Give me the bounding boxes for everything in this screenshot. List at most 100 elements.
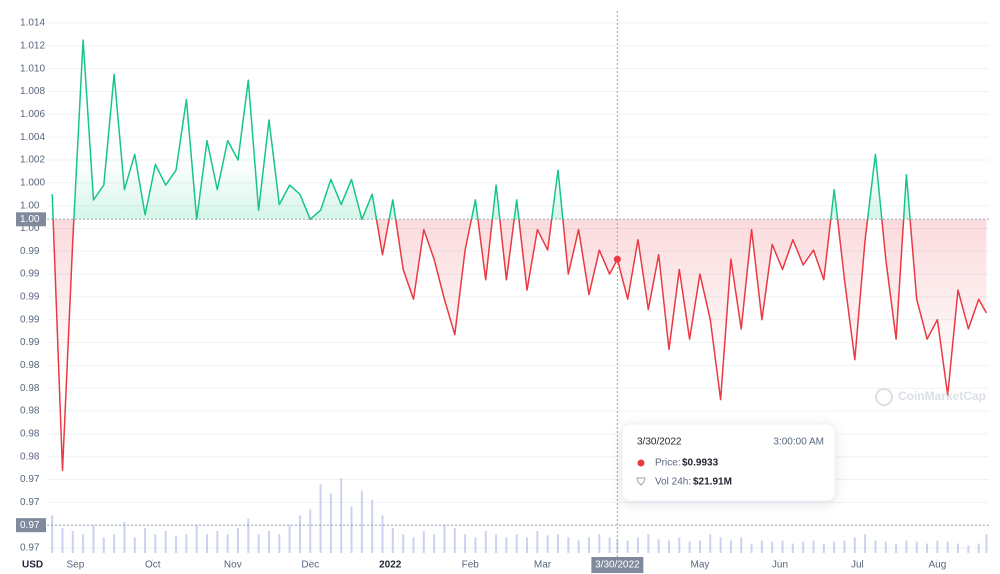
y-tick-label: 0.98 — [20, 406, 40, 417]
volume-bar — [92, 524, 95, 553]
volume-bar — [247, 518, 250, 553]
tooltip-date: 3/30/2022 — [637, 437, 682, 448]
volume-bar — [657, 539, 660, 553]
y-tick-label: 1.006 — [20, 109, 45, 120]
volume-bar — [791, 543, 794, 553]
volume-bar — [781, 540, 784, 553]
volume-bar — [864, 534, 867, 553]
volume-bar — [123, 521, 126, 553]
volume-bar — [598, 534, 601, 553]
volume-bar — [360, 490, 363, 553]
y-tick-label: 0.99 — [20, 292, 40, 303]
volume-bar — [709, 534, 712, 553]
volume-bar — [164, 531, 167, 553]
volume-bar — [760, 540, 763, 553]
y-tick-label: 0.98 — [20, 429, 40, 440]
volume-bar — [412, 537, 415, 553]
x-tick-label: Mar — [534, 560, 552, 571]
y-tick-label: 1.012 — [20, 40, 45, 51]
y-tick-label: 1.010 — [20, 63, 45, 74]
y-tick-label: 1.002 — [20, 155, 45, 166]
volume-bar — [381, 515, 384, 553]
crosshair-y-label-bg — [16, 518, 46, 533]
volume-bar — [185, 534, 188, 553]
volume-bar — [577, 540, 580, 553]
x-tick-label: Jun — [772, 560, 788, 571]
volume-bar — [195, 524, 198, 553]
tooltip-volume: $21.91M — [693, 477, 732, 488]
volume-bar — [843, 540, 846, 553]
volume-bar — [464, 534, 467, 553]
volume-bar — [608, 537, 611, 553]
volume-bar — [319, 484, 322, 553]
price-area — [52, 40, 987, 471]
y-tick-label: 0.98 — [20, 451, 40, 462]
volume-bar — [698, 540, 701, 553]
volume-bar — [546, 535, 549, 553]
volume-bar — [402, 534, 405, 553]
volume-bar — [936, 540, 939, 553]
volume-bar — [113, 534, 116, 553]
crosshair-y-label: 0.97 — [20, 520, 40, 531]
volume-bar — [505, 537, 508, 553]
volume-bar — [288, 524, 291, 553]
volume-bar — [175, 535, 178, 553]
x-tick-label: Sep — [66, 560, 84, 571]
volume-bar — [278, 534, 281, 553]
tooltip-volume-label: Vol 24h: — [655, 477, 691, 488]
y-tick-label: 0.97 — [20, 474, 40, 485]
volume-bar — [688, 541, 691, 553]
volume-bar — [226, 534, 229, 553]
y-tick-label: 1.004 — [20, 132, 45, 143]
volume-bar — [474, 537, 477, 553]
volume-bar — [874, 540, 877, 553]
tooltip-price-dot — [637, 459, 645, 467]
volume-bar — [71, 531, 74, 553]
volume-bar — [216, 531, 219, 553]
volume-bar — [926, 543, 929, 553]
volume-bar — [647, 534, 650, 553]
y-tick-label: 0.98 — [20, 360, 40, 371]
volume-bar — [82, 534, 85, 553]
volume-bar — [443, 524, 446, 553]
tooltip-price-label: Price: — [655, 458, 681, 469]
tooltip: 3/30/2022 3:00:00 AM Price: $0.9933 Vol 24h:… — [621, 423, 836, 502]
tooltip-volume-icon — [636, 477, 646, 486]
volume-bar — [587, 537, 590, 553]
volume-bar — [977, 543, 980, 553]
price-line — [51, 39, 988, 472]
y-tick-label: 1.014 — [20, 18, 45, 29]
volume-bar — [729, 540, 732, 553]
x-tick-label: Aug — [928, 560, 946, 571]
x-tick-label: Nov — [224, 560, 242, 571]
volume-bar — [340, 478, 343, 553]
y-tick-label: 1.000 — [20, 177, 45, 188]
watermark-text: CoinMarketCap — [898, 389, 986, 403]
volume-bar — [154, 534, 157, 553]
volume-bar — [371, 499, 374, 553]
baseline-label-bg — [16, 212, 46, 227]
x-tick-label: 2022 — [379, 560, 402, 571]
y-tick-label: 0.99 — [20, 337, 40, 348]
volume-bar — [771, 541, 774, 553]
tooltip-time: 3:00:00 AM — [773, 437, 824, 448]
y-tick-label: 0.97 — [20, 497, 40, 508]
volume-bar — [236, 528, 239, 553]
volume-bar — [329, 493, 332, 553]
y-tick-label: 1.008 — [20, 86, 45, 97]
volume-bar — [433, 534, 436, 553]
volume-bar — [567, 537, 570, 553]
x-tick-label: Jul — [851, 560, 864, 571]
volume-bar — [853, 537, 856, 553]
y-tick-label: 1.00 — [20, 223, 40, 234]
volume-bar — [61, 528, 64, 553]
y-tick-label: 1.00 — [20, 200, 40, 211]
volume-bar — [526, 537, 529, 553]
volume-bar — [895, 543, 898, 553]
y-tick-label: 0.99 — [20, 269, 40, 280]
volume-bar — [495, 534, 498, 553]
volume-bar — [309, 509, 312, 553]
volume-bar — [946, 541, 949, 553]
hover-point — [613, 255, 621, 263]
